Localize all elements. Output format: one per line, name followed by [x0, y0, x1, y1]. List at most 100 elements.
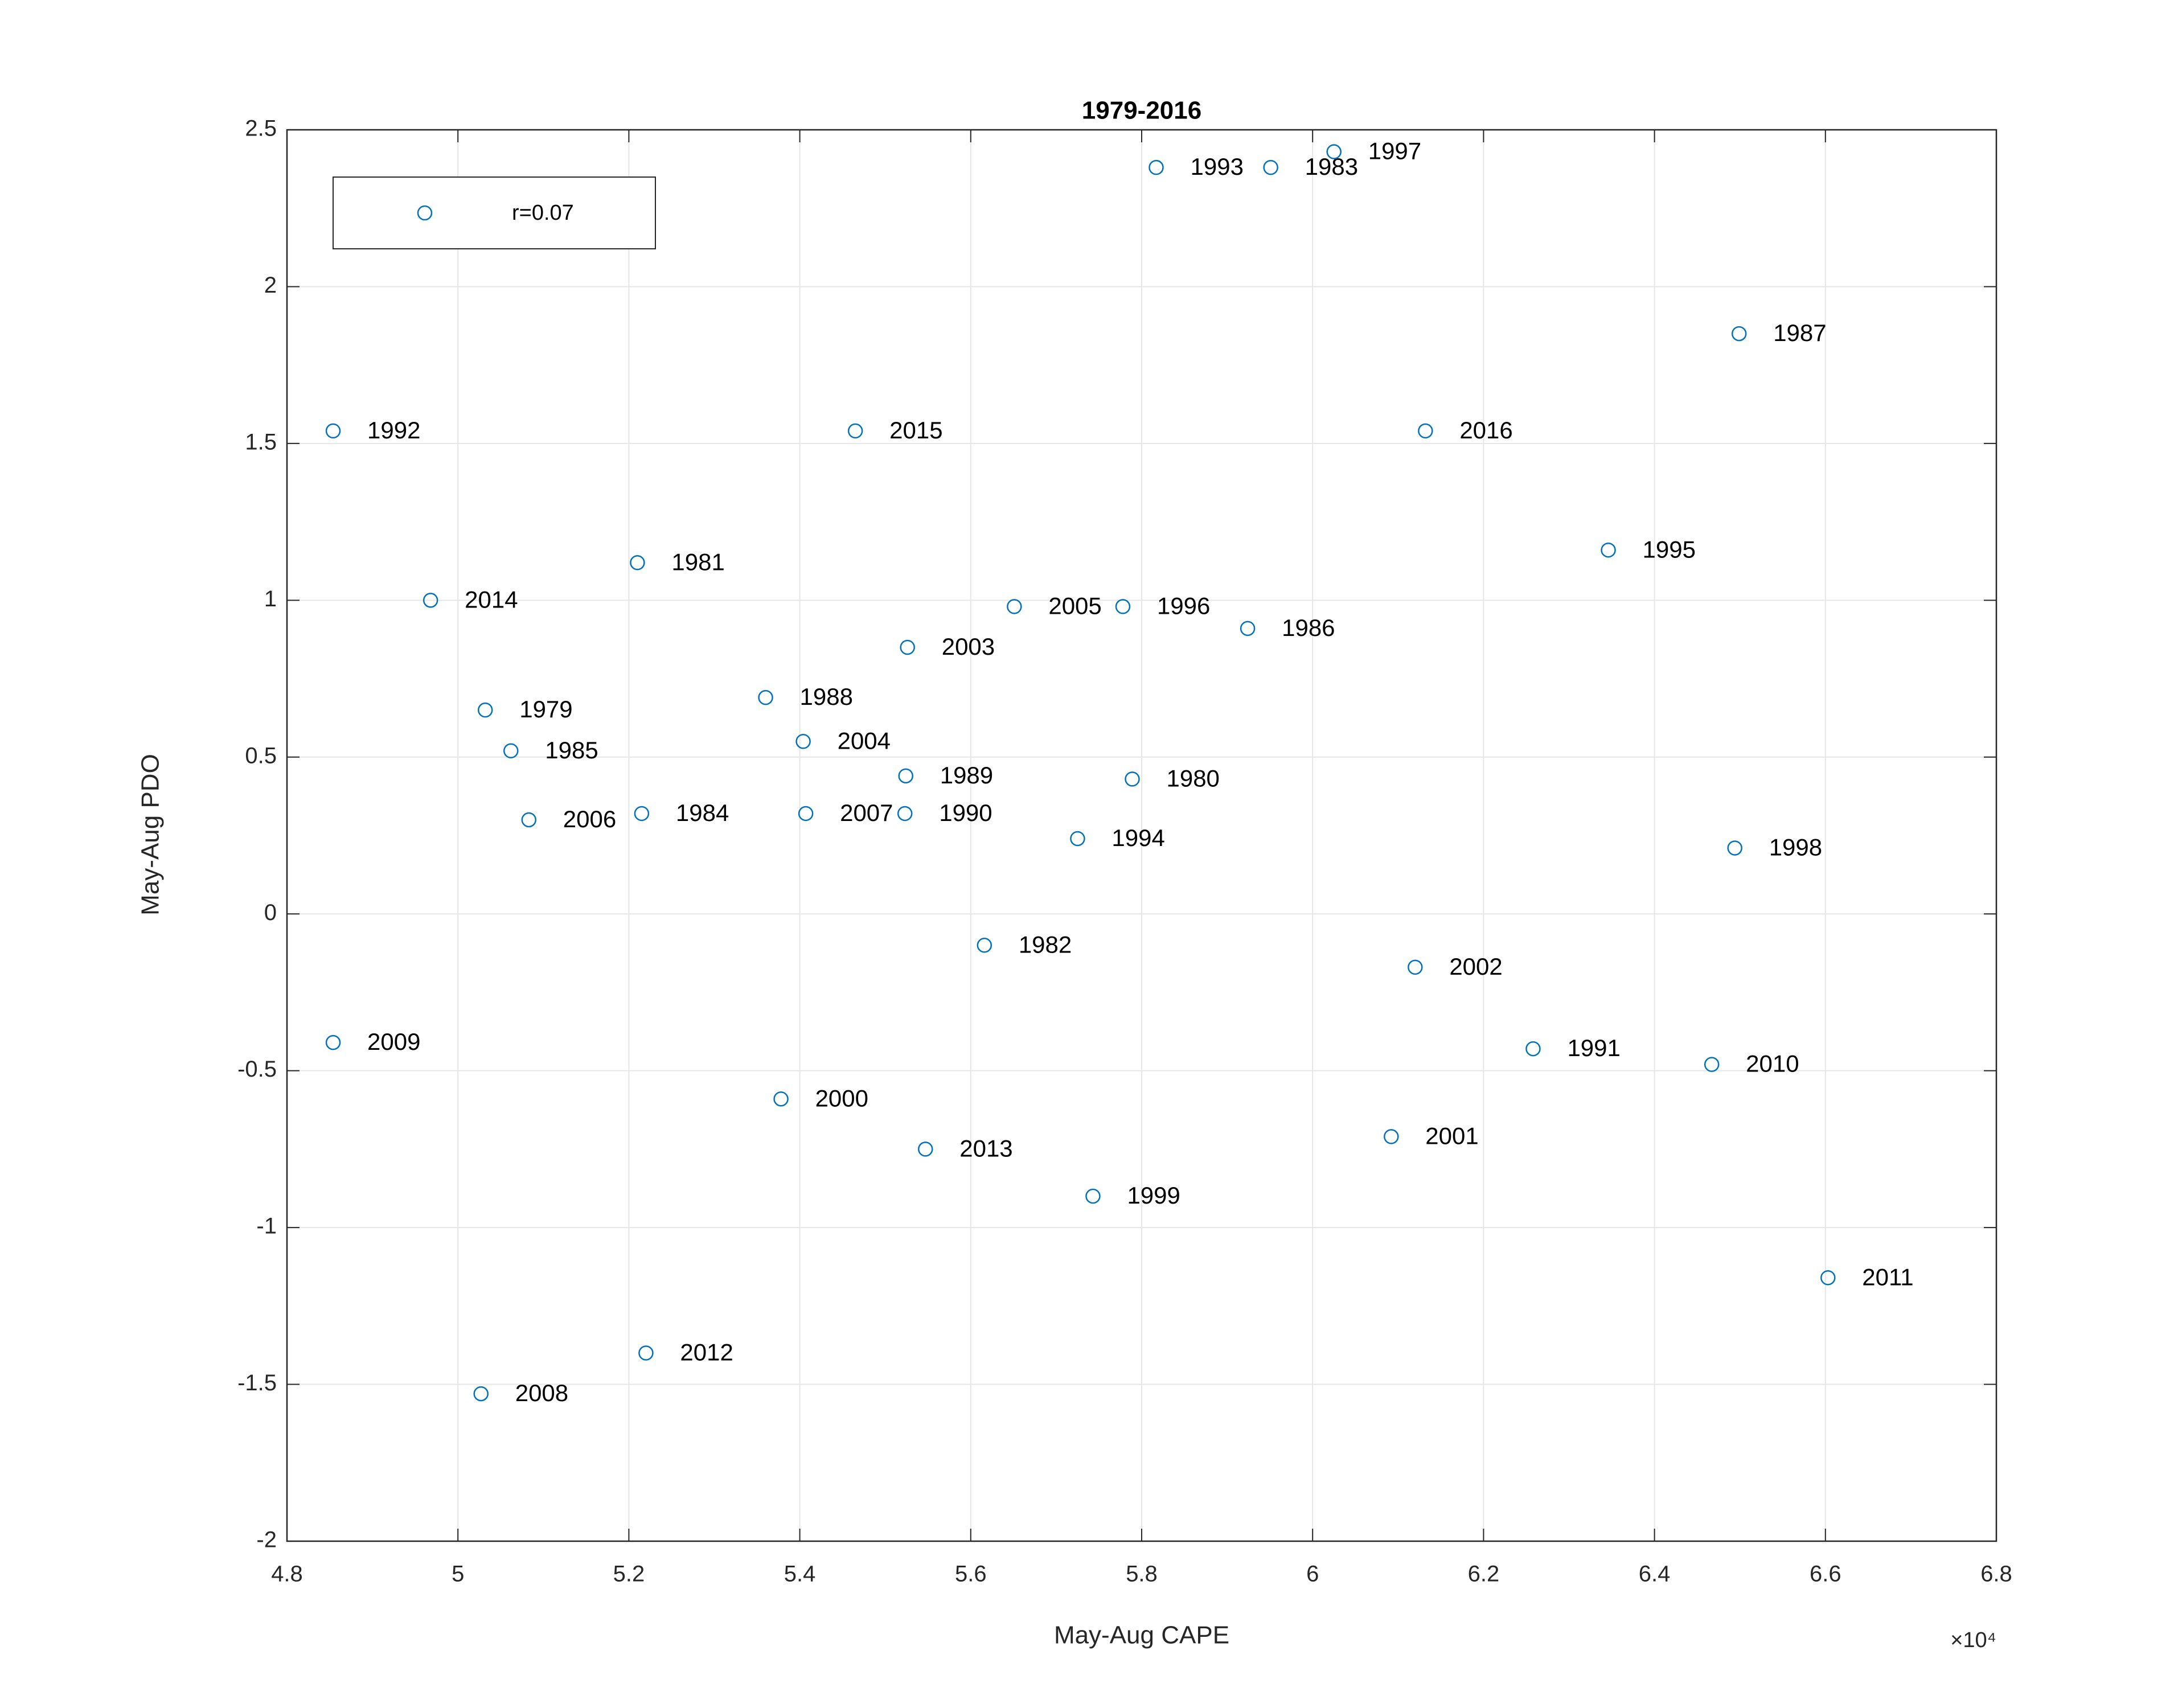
point-label: 1990	[939, 799, 992, 826]
point	[1820, 1270, 1836, 1286]
point	[798, 806, 814, 822]
point-label: 2016	[1459, 417, 1512, 444]
point-label: 2000	[815, 1085, 868, 1111]
point	[634, 806, 650, 822]
point	[1704, 1057, 1720, 1072]
point	[1731, 326, 1747, 342]
point-label: 1982	[1019, 931, 1072, 958]
point	[795, 733, 811, 749]
point	[847, 423, 863, 439]
legend-box	[333, 176, 656, 249]
x-tick-label: 5.8	[1126, 1562, 1158, 1587]
point-label: 1983	[1305, 153, 1358, 180]
point-label: 2004	[838, 727, 891, 754]
point-label: 1986	[1282, 614, 1335, 641]
x-tick-label: 5	[452, 1562, 464, 1587]
point-label: 2001	[1425, 1122, 1478, 1149]
x-tick-label: 5.2	[613, 1562, 645, 1587]
y-tick-label: 0.5	[245, 743, 277, 768]
point-label: 2010	[1746, 1050, 1799, 1077]
plot-frame	[286, 129, 1997, 1542]
point	[900, 639, 915, 655]
point	[473, 1386, 489, 1402]
point	[630, 555, 645, 570]
point-label: 2005	[1048, 592, 1101, 619]
point	[1727, 840, 1742, 856]
point-label: 1984	[676, 799, 729, 826]
point-label: 2012	[680, 1339, 733, 1366]
point	[521, 812, 537, 828]
point	[1263, 159, 1278, 175]
y-tick-label: -1	[256, 1214, 277, 1239]
y-tick-label: 0	[264, 900, 277, 925]
point	[1418, 423, 1433, 439]
point	[325, 1034, 341, 1050]
point	[1007, 599, 1022, 614]
point	[423, 593, 438, 608]
point	[1149, 159, 1164, 175]
point	[325, 423, 341, 439]
point-label: 2002	[1449, 953, 1502, 980]
point	[1125, 771, 1140, 787]
point-label: 2015	[889, 417, 942, 444]
point-label: 1998	[1769, 834, 1822, 861]
x-tick-label: 5.6	[955, 1562, 987, 1587]
point	[773, 1091, 789, 1107]
point-label: 2003	[942, 633, 995, 660]
x-tick-label: 6.8	[1980, 1562, 2012, 1587]
point	[898, 768, 913, 784]
point-label: 1995	[1643, 536, 1696, 563]
x-axis-label: May-Aug CAPE	[1054, 1621, 1229, 1649]
y-tick-label: -1.5	[237, 1370, 277, 1395]
point-label: 1985	[545, 737, 598, 763]
point-label: 1987	[1773, 319, 1826, 346]
point	[477, 702, 493, 718]
point-label: 1997	[1368, 138, 1421, 165]
point	[897, 806, 913, 822]
point	[977, 938, 992, 953]
x-tick-label: 4.8	[271, 1562, 303, 1587]
point	[1408, 959, 1423, 975]
point-label: 2007	[840, 799, 893, 826]
legend-label: r=0.07	[512, 201, 574, 225]
chart-title: 1979-2016	[1082, 97, 1201, 125]
point	[638, 1345, 654, 1361]
y-tick-label: -2	[256, 1528, 277, 1553]
point-label: 1994	[1111, 824, 1164, 851]
point	[1070, 831, 1085, 847]
x-tick-label: 6.4	[1639, 1562, 1671, 1587]
point	[1115, 599, 1131, 614]
point-label: 1988	[800, 683, 853, 710]
y-tick-label: 2.5	[245, 116, 277, 141]
axis-multiplier: ×10⁴	[1950, 1628, 1996, 1652]
point-label: 1981	[671, 548, 724, 575]
x-tick-label: 5.4	[784, 1562, 816, 1587]
point	[1525, 1041, 1541, 1057]
point-label: 1993	[1191, 153, 1244, 180]
point	[917, 1142, 933, 1157]
point	[758, 689, 773, 705]
point-label: 1979	[519, 696, 572, 722]
point-label: 1996	[1157, 592, 1210, 619]
y-tick-label: 2	[264, 273, 277, 298]
point-label: 2011	[1862, 1263, 1913, 1290]
point-label: 1989	[940, 762, 993, 789]
point	[1240, 621, 1256, 637]
legend-marker	[417, 205, 433, 221]
point-label: 2008	[515, 1379, 568, 1406]
point	[1384, 1129, 1399, 1144]
point-label: 1992	[367, 417, 420, 444]
y-tick-label: -0.5	[237, 1057, 277, 1082]
x-tick-label: 6	[1306, 1562, 1319, 1587]
point-label: 1991	[1567, 1034, 1620, 1061]
point	[1326, 144, 1342, 159]
x-tick-label: 6.6	[1810, 1562, 1841, 1587]
point-label: 2014	[465, 586, 518, 613]
point	[1085, 1188, 1101, 1204]
y-tick-label: 1.5	[245, 429, 277, 454]
point-label: 2009	[367, 1028, 420, 1055]
y-tick-label: 1	[264, 586, 277, 611]
